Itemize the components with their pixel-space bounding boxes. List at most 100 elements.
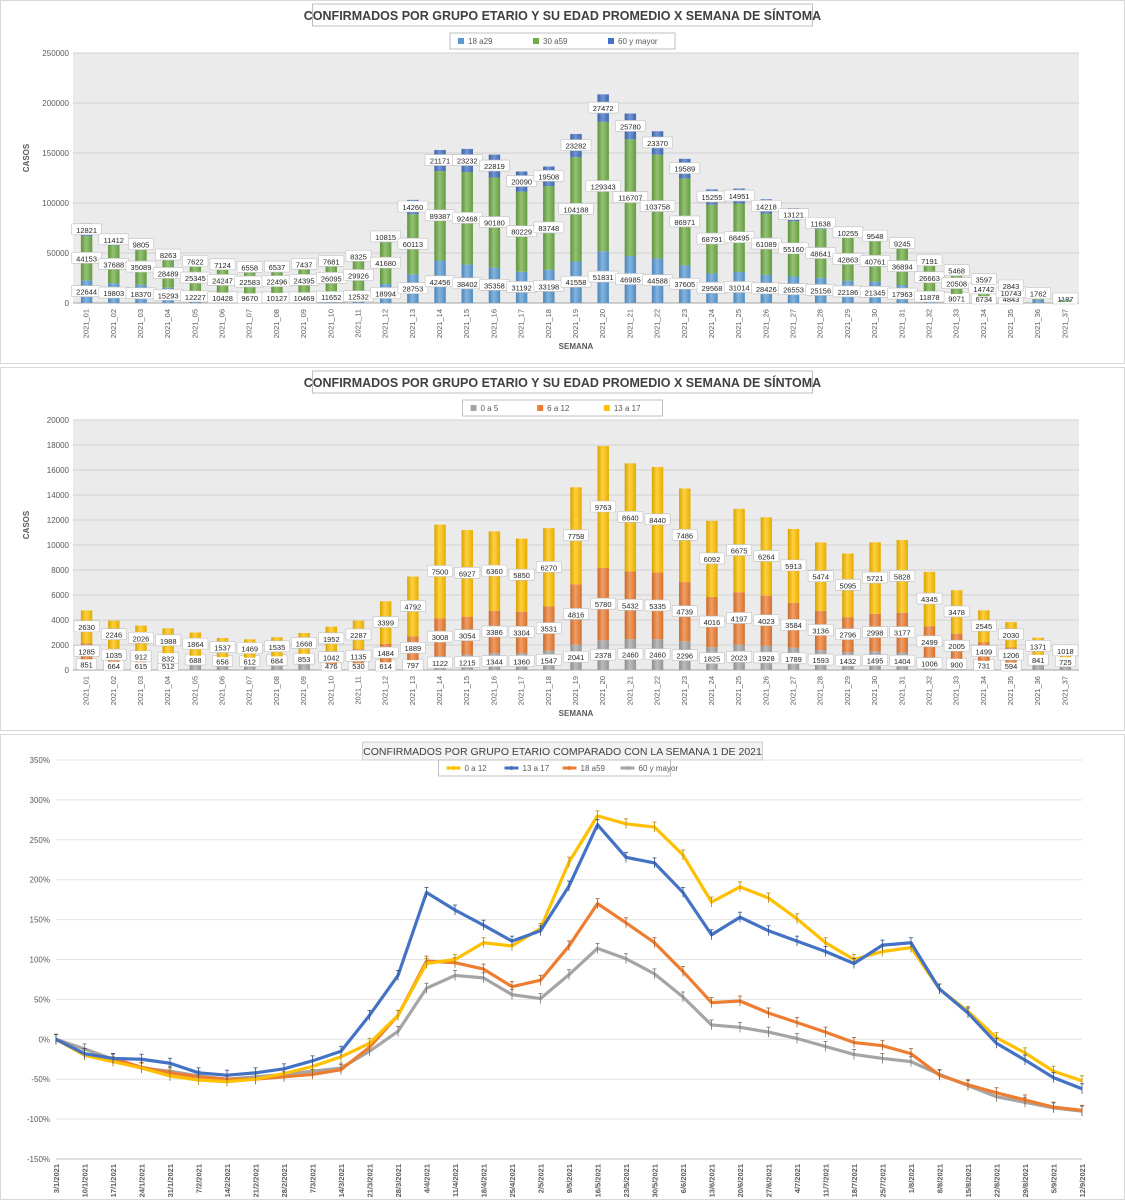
data-label-box bbox=[128, 631, 154, 644]
data-label: 2998 bbox=[867, 629, 884, 638]
x-tick-label: 2021_01 bbox=[82, 676, 91, 705]
data-label: 31014 bbox=[729, 283, 750, 292]
x-tick-label: 11/4/2021 bbox=[451, 1164, 460, 1197]
x-tick-label: 5/9/2021 bbox=[1050, 1164, 1059, 1193]
x-tick-label: 2021_21 bbox=[625, 309, 634, 338]
x-tick-label: 2021_21 bbox=[625, 676, 634, 705]
data-label-box bbox=[370, 230, 401, 243]
data-label: 23232 bbox=[457, 157, 478, 166]
data-label-box bbox=[916, 254, 943, 267]
data-label: 22186 bbox=[837, 288, 858, 297]
data-label: 35358 bbox=[484, 281, 505, 290]
data-label-box bbox=[73, 645, 100, 657]
x-tick-label: 2021_13 bbox=[408, 676, 417, 705]
data-label: 1535 bbox=[269, 643, 286, 652]
x-tick-label: 2021_29 bbox=[843, 309, 852, 338]
data-label: 15255 bbox=[702, 193, 723, 202]
data-label-box bbox=[209, 258, 236, 271]
data-label-box bbox=[753, 550, 780, 562]
y-tick-label: 200% bbox=[30, 876, 50, 885]
data-label: 28426 bbox=[756, 285, 777, 294]
legend-box bbox=[449, 32, 676, 50]
x-tick-label: 2021_11 bbox=[353, 676, 362, 705]
data-label-box bbox=[71, 251, 102, 264]
x-tick-label: 2021_18 bbox=[544, 676, 553, 705]
x-tick-label: 2021_37 bbox=[1060, 676, 1069, 705]
data-label: 7486 bbox=[676, 531, 693, 540]
data-label-box bbox=[100, 648, 127, 661]
chart-panel-2: 0 2000 4000 6000 8000 10000 12000 14000 16000 180… bbox=[0, 367, 1125, 731]
data-label-box bbox=[642, 136, 673, 149]
x-tick-label: 2021_33 bbox=[952, 676, 961, 705]
data-label: 38402 bbox=[457, 280, 478, 289]
legend-swatch bbox=[608, 38, 614, 44]
data-label: 1035 bbox=[105, 651, 122, 660]
data-label: 1285 bbox=[78, 647, 95, 656]
data-label-box bbox=[807, 653, 834, 666]
x-tick-label: 2021_32 bbox=[924, 676, 933, 705]
data-label: 3054 bbox=[459, 632, 476, 641]
data-label: 8440 bbox=[649, 516, 666, 525]
x-tick-label: 25/7/2021 bbox=[879, 1164, 888, 1197]
y-tick-label: 0 bbox=[65, 666, 70, 675]
data-label: 6558 bbox=[241, 263, 258, 272]
data-label: 6092 bbox=[704, 555, 721, 564]
data-label: 104188 bbox=[563, 205, 588, 214]
x-tick-label: 18/4/2021 bbox=[480, 1164, 489, 1197]
data-label-box bbox=[399, 600, 426, 612]
data-label-box bbox=[1025, 639, 1052, 652]
data-label: 5828 bbox=[894, 572, 911, 581]
chart-legend: 18 a29 30 a59 60 y mayor bbox=[449, 32, 676, 50]
data-label: 6734 bbox=[975, 295, 992, 304]
x-tick-label: 2021_17 bbox=[517, 309, 526, 338]
data-label: 22819 bbox=[484, 162, 505, 171]
x-tick-label: 2021_03 bbox=[136, 309, 145, 338]
data-label: 2499 bbox=[921, 638, 938, 647]
data-label: 5474 bbox=[812, 573, 829, 582]
x-tick-label: 2021_28 bbox=[816, 676, 825, 705]
x-tick-label: 1/8/2021 bbox=[907, 1164, 916, 1193]
data-label-box bbox=[590, 500, 617, 513]
data-label-box bbox=[1025, 287, 1052, 300]
data-label: 3304 bbox=[513, 628, 530, 637]
data-label: 7191 bbox=[921, 257, 938, 266]
legend-box bbox=[438, 759, 671, 777]
x-tick-label: 2021_23 bbox=[680, 676, 689, 705]
bar-segment bbox=[1059, 666, 1072, 670]
data-label-box bbox=[669, 215, 701, 228]
y-tick-label: 2000 bbox=[51, 641, 69, 650]
data-label: 5721 bbox=[867, 574, 884, 583]
chart-title-box bbox=[312, 3, 813, 27]
x-tick-label: 2021_10 bbox=[326, 309, 335, 338]
data-label: 1432 bbox=[840, 657, 857, 666]
x-tick-label: 2021_15 bbox=[462, 309, 471, 338]
data-label-box bbox=[563, 529, 589, 542]
bar-segment bbox=[1032, 299, 1044, 303]
data-label-box bbox=[943, 264, 970, 276]
data-label: 14260 bbox=[402, 203, 423, 212]
x-tick-label: 22/8/2021 bbox=[993, 1164, 1002, 1197]
y-tick-label: 16000 bbox=[47, 466, 70, 475]
data-label-box bbox=[508, 568, 535, 581]
data-label: 1135 bbox=[350, 652, 366, 661]
chart-title: CONFIRMADOS POR GRUPO ETARIO Y SU EDAD P… bbox=[304, 3, 821, 27]
bar-segment bbox=[244, 665, 256, 670]
data-label: 1593 bbox=[812, 656, 829, 665]
data-label: 1889 bbox=[405, 644, 422, 653]
data-label-box bbox=[397, 200, 429, 213]
data-label: 612 bbox=[243, 658, 256, 667]
data-label: 1825 bbox=[704, 655, 721, 664]
data-label-box bbox=[397, 237, 429, 250]
data-label-box bbox=[780, 652, 807, 665]
data-label-box bbox=[100, 628, 127, 641]
data-label: 11878 bbox=[919, 293, 939, 302]
y-tick-label: 150% bbox=[30, 916, 50, 925]
data-label: 832 bbox=[162, 654, 175, 663]
data-label: 60113 bbox=[403, 240, 423, 249]
data-label: 22496 bbox=[266, 278, 287, 287]
data-label: 530 bbox=[352, 662, 365, 671]
x-tick-label: 27/6/2021 bbox=[765, 1164, 774, 1197]
data-label: 10815 bbox=[375, 233, 396, 242]
data-label: 19803 bbox=[103, 289, 124, 298]
data-label: 1928 bbox=[758, 654, 775, 663]
